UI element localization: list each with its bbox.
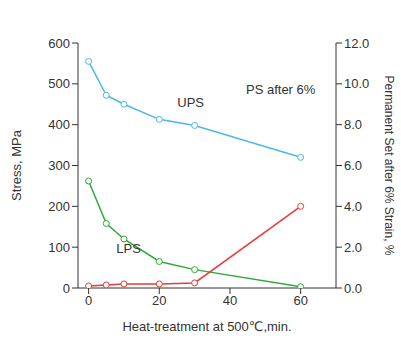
svg-text:20: 20	[152, 293, 166, 308]
svg-text:100: 100	[48, 240, 70, 255]
svg-text:LPS: LPS	[116, 241, 141, 256]
svg-text:UPS: UPS	[177, 95, 204, 110]
svg-text:200: 200	[48, 199, 70, 214]
svg-text:600: 600	[48, 36, 70, 51]
svg-text:60: 60	[293, 293, 307, 308]
svg-text:0: 0	[85, 293, 92, 308]
svg-text:4.0: 4.0	[344, 199, 362, 214]
svg-text:Heat-treatment at 500℃,min.: Heat-treatment at 500℃,min.	[122, 319, 291, 334]
svg-text:10.0: 10.0	[344, 76, 369, 91]
svg-text:2.0: 2.0	[344, 240, 362, 255]
svg-text:300: 300	[48, 158, 70, 173]
svg-text:6.0: 6.0	[344, 158, 362, 173]
svg-text:Permanent Set after 6% Strain,: Permanent Set after 6% Strain, %	[382, 75, 393, 255]
svg-text:0.0: 0.0	[344, 281, 362, 296]
svg-text:12.0: 12.0	[344, 36, 369, 51]
svg-text:8.0: 8.0	[344, 117, 362, 132]
svg-text:Stress, MPa: Stress, MPa	[9, 129, 24, 201]
svg-text:PS after 6%: PS after 6%	[246, 82, 316, 97]
svg-text:0: 0	[63, 281, 70, 296]
svg-text:400: 400	[48, 117, 70, 132]
svg-text:40: 40	[223, 293, 237, 308]
svg-text:500: 500	[48, 76, 70, 91]
